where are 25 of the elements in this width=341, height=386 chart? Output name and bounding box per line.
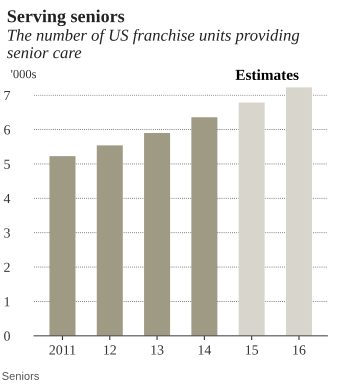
bar (191, 117, 218, 336)
annotation: Estimates (236, 69, 299, 80)
x-tick-label: 15 (246, 345, 258, 355)
text: Seniors (2, 372, 39, 380)
bar (286, 87, 312, 336)
x-tick-label: 13 (151, 345, 164, 355)
chart-title: Serving seniors (8, 10, 124, 26)
y-tick-label: 2 (4, 262, 10, 272)
y-tick-label: 7 (4, 90, 10, 100)
y-tick-label: 1 (4, 297, 10, 306)
x-tick-label: 16 (293, 345, 306, 355)
y-tick-label: 5 (4, 160, 10, 169)
x-tick-label: 2011 (49, 345, 76, 355)
x-tick-label: 12 (104, 345, 116, 354)
x-tick-label: 14 (198, 345, 212, 354)
bar (96, 145, 123, 336)
y-tick-label: 4 (4, 194, 10, 204)
y-axis-title: '000s (11, 70, 36, 78)
bar (238, 102, 265, 336)
bar (144, 133, 170, 336)
y-tick-label: 3 (4, 228, 10, 238)
chart-subtitle: The number of US franchise units providing senior care (7, 28, 300, 58)
y-tick-label: 6 (4, 125, 10, 135)
y-tick-label: 0 (4, 331, 10, 341)
bar (49, 156, 76, 336)
